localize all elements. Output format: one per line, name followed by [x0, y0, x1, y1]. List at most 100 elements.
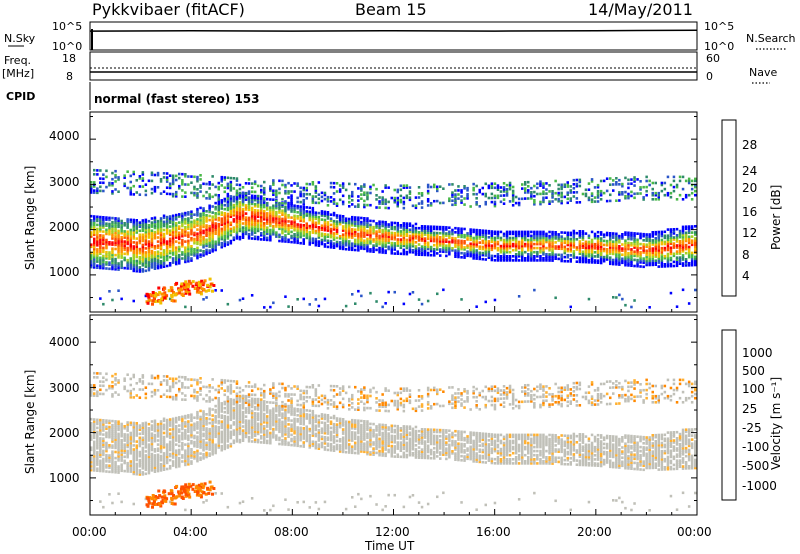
power-echo-cell — [159, 262, 163, 265]
power-echo-cell — [226, 186, 230, 190]
power-echo-cell — [132, 257, 135, 260]
power-echo-cell — [615, 234, 618, 238]
power-echo-cell — [593, 251, 597, 254]
power-echo-cell — [314, 215, 318, 218]
velocity-echo-cell — [90, 448, 93, 452]
power-echo-cell — [448, 197, 451, 200]
power-echo-cell — [609, 193, 612, 197]
power-echo-cell — [527, 246, 530, 250]
power-echo-cell — [266, 206, 269, 209]
power-echo-cell — [593, 261, 597, 264]
power-echo-cell — [256, 215, 260, 218]
power-patch-cell — [173, 293, 177, 297]
power-echo-cell — [96, 231, 99, 235]
power-echo-cell — [539, 250, 542, 254]
velocity-echo-cell — [99, 461, 102, 465]
velocity-echo-cell — [159, 463, 163, 466]
power-echo-cell — [636, 262, 639, 266]
velocity-echo-cell — [108, 433, 111, 437]
power-echo-cell — [351, 228, 354, 231]
power-echo-cell — [123, 240, 126, 243]
velocity-echo-cell — [129, 452, 132, 455]
power-echo-cell — [675, 227, 679, 231]
power-echo-cell — [111, 267, 114, 271]
velocity-echo-cell — [114, 450, 117, 454]
power-echo-cell — [642, 261, 645, 264]
power-echo-cell — [448, 183, 451, 186]
power-echo-cell — [490, 184, 494, 188]
power-echo-cell — [326, 195, 330, 199]
power-echo-cell — [369, 291, 372, 295]
power-echo-cell — [105, 232, 108, 236]
power-echo-cell — [205, 238, 208, 242]
power-echo-cell — [578, 236, 582, 239]
power-echo-cell — [551, 243, 554, 246]
power-echo-cell — [411, 238, 415, 242]
power-echo-cell — [633, 238, 636, 241]
power-echo-cell — [141, 237, 145, 241]
velocity-echo-cell — [111, 470, 114, 474]
velocity-echo-cell — [114, 422, 117, 425]
power-echo-cell — [223, 220, 226, 223]
power-echo-cell — [442, 242, 445, 245]
power-patch-cell — [170, 299, 174, 302]
power-echo-cell — [636, 254, 639, 258]
power-echo-cell — [123, 224, 126, 227]
velocity-echo-cell — [114, 383, 117, 386]
power-echo-cell — [238, 209, 242, 212]
power-echo-cell — [311, 195, 315, 198]
velocity-echo-cell — [129, 462, 132, 465]
power-echo-cell — [96, 217, 99, 221]
power-echo-cell — [338, 241, 342, 244]
power-echo-cell — [132, 263, 135, 267]
velocity-echo-cell — [111, 395, 114, 398]
velocity-echo-cell — [181, 386, 184, 389]
power-echo-cell — [135, 265, 138, 269]
power-echo-cell — [156, 236, 160, 239]
power-echo-cell — [575, 184, 579, 188]
velocity-echo-cell — [111, 458, 114, 462]
power-echo-cell — [639, 180, 642, 183]
power-echo-cell — [141, 255, 145, 259]
power-echo-cell — [681, 227, 685, 231]
power-echo-cell — [244, 196, 248, 199]
power-echo-cell — [399, 194, 403, 198]
power-echo-cell — [138, 249, 142, 253]
velocity-echo-cell — [162, 425, 166, 429]
power-echo-cell — [599, 231, 603, 234]
power-echo-cell — [642, 198, 645, 201]
power-echo-cell — [524, 187, 527, 190]
velocity-echo-cell — [150, 469, 154, 472]
power-echo-cell — [241, 230, 245, 233]
power-echo-cell — [384, 251, 387, 255]
power-echo-cell — [199, 222, 202, 226]
power-echo-cell — [675, 258, 679, 261]
power-echo-cell — [466, 246, 469, 249]
velocity-echo-cell — [175, 439, 178, 442]
power-echo-cell — [602, 255, 606, 259]
velocity-echo-cell — [132, 436, 135, 439]
power-echo-cell — [220, 199, 223, 202]
power-echo-cell — [478, 251, 481, 255]
power-echo-cell — [602, 179, 606, 183]
power-echo-cell — [302, 211, 305, 215]
power-echo-cell — [657, 198, 660, 201]
power-echo-cell — [618, 257, 621, 260]
power-echo-cell — [96, 258, 99, 261]
power-echo-cell — [466, 232, 469, 235]
velocity-echo-cell — [129, 437, 132, 441]
power-echo-cell — [211, 243, 214, 247]
power-echo-cell — [235, 191, 239, 195]
power-echo-cell — [636, 242, 639, 246]
velocity-echo-cell — [135, 468, 138, 472]
power-echo-cell — [250, 198, 254, 202]
power-echo-cell — [150, 249, 154, 253]
power-echo-cell — [126, 226, 129, 229]
power-echo-cell — [393, 246, 396, 249]
power-echo-cell — [527, 197, 530, 200]
power-echo-cell — [247, 222, 251, 226]
power-echo-cell — [439, 250, 442, 253]
power-echo-cell — [120, 248, 123, 251]
power-echo-cell — [93, 173, 96, 176]
power-echo-cell — [114, 237, 117, 241]
